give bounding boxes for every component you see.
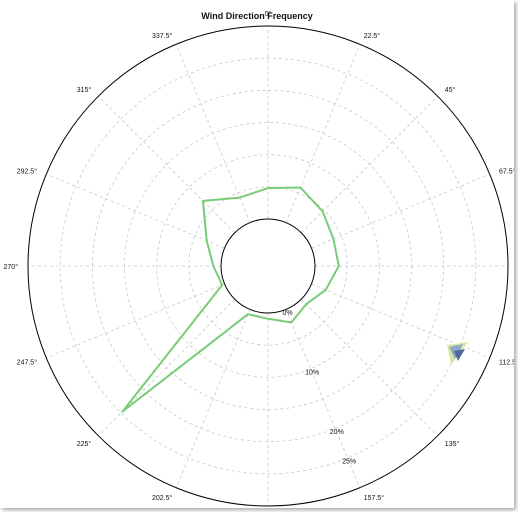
theta-tick-label: 225° [77, 440, 92, 448]
theta-tick-label: 247.5° [17, 359, 38, 367]
theta-tick-label: 157.5° [364, 494, 385, 502]
theta-tick-label: 292.5° [17, 167, 38, 175]
decoration-layer [447, 342, 468, 365]
grid-spoke [98, 298, 236, 436]
chart-title: Wind Direction Frequency [201, 11, 313, 21]
axis-layer [27, 25, 509, 507]
grid-spoke [311, 173, 490, 249]
grid-spoke [175, 44, 251, 223]
grid-spoke [285, 44, 361, 223]
radial-tick-label: 25% [342, 459, 356, 466]
theta-tick-label: 45° [445, 86, 456, 94]
series-layer [121, 186, 340, 413]
grid-spoke [175, 309, 251, 488]
radial-tick-label: 20% [330, 429, 344, 436]
grid-layer [28, 26, 508, 506]
grid-spoke [300, 298, 438, 436]
grid-spoke [311, 283, 490, 359]
theta-tick-label: 67.5° [499, 167, 514, 175]
label-layer: 0°22.5°45°67.5°90°112.5°135°157.5°180°20… [4, 10, 514, 502]
theta-tick-label: 22.5° [364, 32, 381, 40]
radial-tick-label: 0% [282, 310, 292, 317]
cursor-icon [447, 342, 468, 365]
inner-circle [220, 218, 316, 314]
theta-tick-label: 135° [445, 440, 460, 448]
grid-spoke [46, 173, 225, 249]
theta-tick-label: 202.5° [152, 494, 173, 502]
theta-tick-label: 270° [4, 263, 19, 271]
series-line [121, 186, 340, 413]
theta-tick-label: 0° [265, 10, 272, 18]
grid-spoke [300, 96, 438, 234]
theta-tick-label: 337.5° [152, 32, 173, 40]
radial-tick-label: 10% [305, 370, 319, 377]
grid-spoke [98, 96, 236, 234]
outer-circle [27, 25, 509, 507]
grid-spoke [285, 309, 361, 488]
theta-tick-label: 315° [77, 86, 92, 94]
theta-tick-label: 112.5° [499, 359, 514, 367]
grid-ring [59, 57, 477, 475]
grid-spoke [46, 283, 225, 359]
grid-ring [156, 154, 380, 378]
